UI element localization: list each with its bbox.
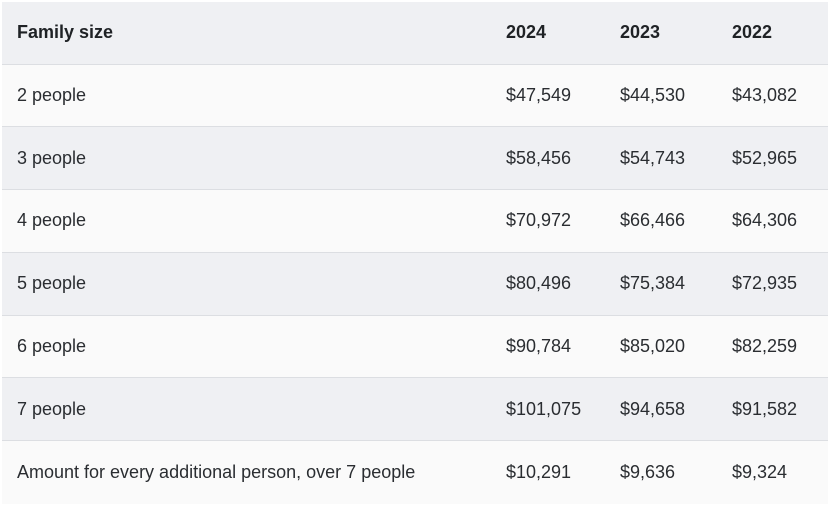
value-2022-cell: $64,306 — [717, 189, 828, 253]
header-family-size: Family size — [17, 22, 114, 43]
table-row: 4 people $70,972 $66,466 $64,306 — [2, 189, 828, 253]
table-row: 6 people $90,784 $85,020 $82,259 — [2, 314, 828, 378]
family-size-cell: 3 people — [2, 126, 491, 190]
header-2024: 2024 — [506, 22, 547, 43]
value-2024-cell: $90,784 — [491, 314, 605, 378]
header-2022: 2022 — [732, 22, 773, 43]
value-2022-cell: $43,082 — [717, 63, 828, 127]
table-header-row: Family size 2024 2023 2022 — [2, 2, 828, 64]
table-row: Amount for every additional person, over… — [2, 440, 828, 504]
value-2023-cell: $75,384 — [605, 251, 717, 316]
value-2024-cell: $10,291 — [491, 440, 605, 504]
header-2023: 2023 — [620, 22, 661, 43]
family-size-cell: 5 people — [2, 251, 491, 316]
value-2024-cell: $101,075 — [491, 377, 605, 441]
value-2023-cell: $9,636 — [605, 440, 717, 504]
value-2024-cell: $47,549 — [491, 63, 605, 127]
value-2023-cell: $85,020 — [605, 314, 717, 378]
family-size-cell: Amount for every additional person, over… — [2, 440, 491, 504]
table-row: 3 people $58,456 $54,743 $52,965 — [2, 126, 828, 190]
value-2022-cell: $52,965 — [717, 126, 828, 190]
value-2022-cell: $72,935 — [717, 251, 828, 316]
table-row: 5 people $80,496 $75,384 $72,935 — [2, 251, 828, 316]
value-2023-cell: $66,466 — [605, 189, 717, 253]
value-2024-cell: $58,456 — [491, 126, 605, 190]
family-size-cell: 2 people — [2, 63, 491, 127]
value-2023-cell: $44,530 — [605, 63, 717, 127]
family-size-cell: 6 people — [2, 314, 491, 378]
table-row: 2 people $47,549 $44,530 $43,082 — [2, 63, 828, 127]
family-size-cell: 4 people — [2, 189, 491, 253]
value-2024-cell: $80,496 — [491, 251, 605, 316]
value-2023-cell: $94,658 — [605, 377, 717, 441]
value-2022-cell: $91,582 — [717, 377, 828, 441]
value-2023-cell: $54,743 — [605, 126, 717, 190]
value-2022-cell: $9,324 — [717, 440, 828, 504]
value-2024-cell: $70,972 — [491, 189, 605, 253]
family-size-cell: 7 people — [2, 377, 491, 441]
table-row: 7 people $101,075 $94,658 $91,582 — [2, 377, 828, 441]
value-2022-cell: $82,259 — [717, 314, 828, 378]
